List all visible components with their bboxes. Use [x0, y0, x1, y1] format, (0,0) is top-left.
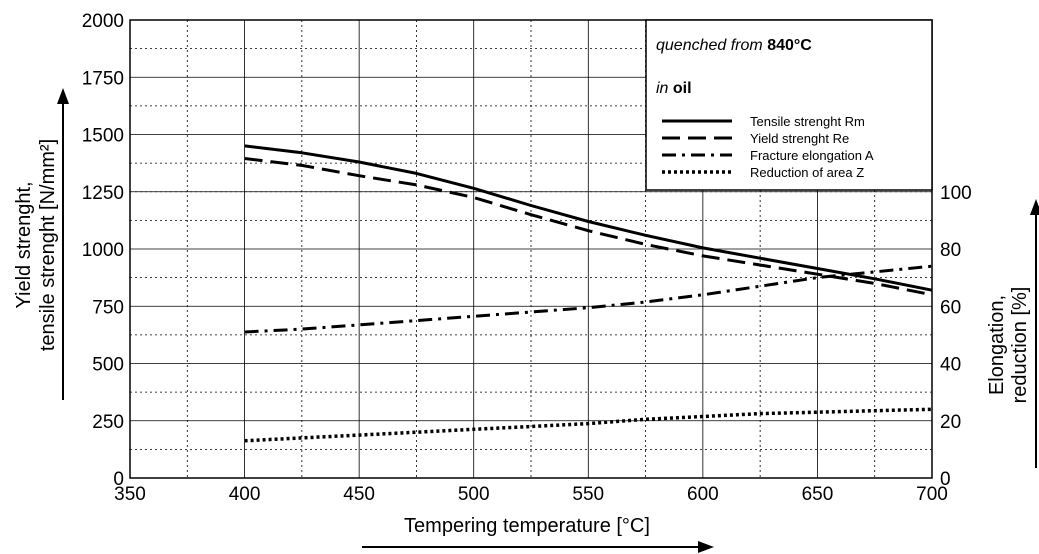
y-axis-right-label-line2: reduction [%] — [1009, 287, 1031, 404]
legend-entry-label: Yield strenght Re — [750, 131, 849, 146]
x-tick-label: 550 — [572, 484, 604, 505]
legend-note-quench: quenched from 840°C — [656, 37, 812, 54]
y-left-tick-label: 1750 — [82, 68, 124, 89]
plot-area-frame — [129, 19, 933, 479]
y-left-tick-label: 250 — [92, 412, 124, 433]
x-tick-label: 650 — [802, 484, 834, 505]
legend-entry-label: Reduction of area Z — [750, 165, 864, 180]
x-tick-label: 600 — [687, 484, 719, 505]
x-tick-label: 400 — [229, 484, 261, 505]
series-line-1 — [244, 157, 933, 297]
series-line-0 — [244, 144, 933, 292]
y-right-tick-label: 60 — [940, 297, 961, 318]
x-axis-label: Tempering temperature [°C] — [404, 515, 650, 537]
tick-labels: 350 400 450 500 550 600 650 7000250500750100012… — [82, 11, 972, 505]
legend-box — [645, 19, 933, 191]
y-left-tick-label: 1000 — [82, 240, 124, 261]
y-right-tick-label: 20 — [940, 412, 961, 433]
y-axis-left-label-line2: tensile strenght [N/mm²] — [37, 139, 59, 351]
x-tick-label: 350 — [114, 484, 146, 505]
y-axis-right-label: Elongation, — [986, 295, 1008, 395]
legend-note-medium: in oil — [656, 80, 692, 97]
x-axis-arrowhead — [698, 541, 714, 553]
y-axis-left-label: Yield strenght, — [13, 181, 35, 308]
y-axis-left-arrowhead — [57, 88, 69, 104]
series-line-3 — [244, 407, 933, 443]
y-left-tick-label: 500 — [92, 355, 124, 376]
y-left-tick-label: 750 — [92, 297, 124, 318]
x-tick-label: 500 — [458, 484, 490, 505]
y-axis-right-arrowhead — [1030, 199, 1039, 215]
y-left-tick-label: 0 — [113, 469, 124, 490]
legend-entry-label: Tensile strenght Rm — [750, 114, 865, 129]
y-left-tick-label: 1250 — [82, 183, 124, 204]
x-tick-label: 700 — [916, 484, 948, 505]
y-right-tick-label: 100 — [940, 183, 972, 204]
y-left-tick-label: 1500 — [82, 126, 124, 147]
y-right-tick-label: 0 — [940, 469, 951, 490]
y-right-tick-label: 80 — [940, 240, 961, 261]
y-left-tick-label: 2000 — [82, 11, 124, 32]
legend-entry-label: Fracture elongation A — [750, 148, 874, 163]
legend: quenched from 840°C in oil Tensile stren… — [645, 19, 933, 191]
series-layer — [244, 144, 933, 443]
y-right-tick-label: 40 — [940, 355, 961, 376]
x-tick-label: 450 — [343, 484, 375, 505]
legend-entries: Tensile strenght Rm Yield strenght Re Frac… — [662, 114, 874, 180]
